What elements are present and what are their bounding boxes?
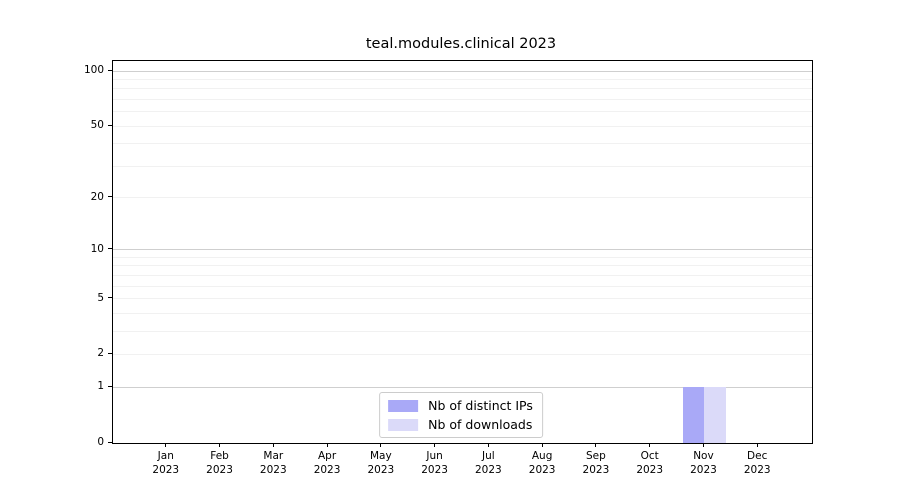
x-tick-mark-may-2023 (380, 443, 382, 447)
gridline-minor-4 (113, 312, 812, 314)
x-tick-mark-jan-2023 (165, 443, 167, 447)
y-tick-mark-1 (108, 385, 112, 387)
gridline-minor-50 (113, 125, 812, 127)
legend-label-downloads: Nb of downloads (428, 417, 533, 432)
bar-nb-of-downloads-nov-2023 (704, 387, 726, 443)
gridline-major-100 (113, 70, 812, 72)
gridline-major-10 (113, 249, 812, 251)
y-tick-mark-20 (108, 196, 112, 198)
y-tick-mark-50 (108, 124, 112, 126)
x-tick-label-dec-2023: Dec 2023 (743, 450, 771, 476)
gridline-minor-6 (113, 285, 812, 287)
x-tick-mark-jul-2023 (487, 443, 489, 447)
x-tick-label-apr-2023: Apr 2023 (313, 450, 341, 476)
y-tick-mark-0 (108, 441, 112, 443)
gridline-minor-30 (113, 165, 812, 167)
gridline-minor-5 (113, 298, 812, 300)
y-tick-label-0: 0 (97, 436, 104, 448)
legend-swatch-distinct-ips (388, 399, 419, 412)
gridline-minor-70 (113, 98, 812, 100)
x-tick-label-jul-2023: Jul 2023 (475, 450, 502, 476)
y-tick-label-2: 2 (97, 347, 104, 360)
x-tick-mark-sep-2023 (595, 443, 597, 447)
y-tick-label-1: 1 (97, 380, 104, 393)
x-tick-label-aug-2023: Aug 2023 (528, 450, 556, 476)
x-tick-mark-nov-2023 (702, 443, 704, 447)
gridline-minor-20 (113, 197, 812, 199)
x-tick-label-may-2023: May 2023 (367, 450, 395, 476)
x-tick-label-sep-2023: Sep 2023 (582, 450, 610, 476)
x-tick-label-oct-2023: Oct 2023 (636, 450, 664, 476)
x-tick-label-mar-2023: Mar 2023 (259, 450, 287, 476)
x-tick-mark-oct-2023 (649, 443, 651, 447)
y-tick-mark-5 (108, 297, 112, 299)
y-tick-label-20: 20 (90, 190, 104, 203)
gridline-minor-80 (113, 88, 812, 90)
y-tick-label-10: 10 (90, 242, 104, 255)
bar-nb-of-distinct-ips-nov-2023 (682, 387, 705, 443)
x-tick-label-feb-2023: Feb 2023 (206, 450, 233, 476)
gridline-minor-9 (113, 256, 812, 258)
y-tick-label-5: 5 (97, 291, 104, 304)
plot-area (112, 60, 813, 444)
gridline-minor-8 (113, 265, 812, 267)
y-tick-label-50: 50 (90, 119, 104, 132)
legend-label-distinct-ips: Nb of distinct IPs (428, 398, 533, 413)
chart-title: teal.modules.clinical 2023 (365, 36, 557, 52)
x-tick-label-jun-2023: Jun 2023 (421, 450, 448, 476)
x-tick-mark-apr-2023 (326, 443, 328, 447)
gridline-minor-60 (113, 111, 812, 113)
y-tick-mark-2 (108, 352, 112, 354)
gridline-major-1 (113, 386, 812, 388)
legend: Nb of distinct IPs Nb of downloads (379, 392, 543, 438)
gridline-minor-2 (113, 353, 812, 355)
legend-item-distinct-ips: Nb of distinct IPs (388, 398, 533, 413)
y-tick-mark-10 (108, 248, 112, 250)
x-tick-label-jan-2023: Jan 2023 (152, 450, 180, 476)
x-tick-label-nov-2023: Nov 2023 (690, 450, 717, 476)
y-tick-label-100: 100 (83, 64, 104, 76)
x-tick-mark-mar-2023 (272, 443, 274, 447)
gridline-minor-3 (113, 330, 812, 332)
y-tick-mark-100 (108, 69, 112, 71)
legend-swatch-downloads (388, 418, 419, 431)
gridline-minor-40 (113, 143, 812, 145)
x-tick-mark-aug-2023 (541, 443, 543, 447)
legend-item-downloads: Nb of downloads (388, 417, 533, 432)
x-tick-mark-dec-2023 (756, 443, 758, 447)
x-tick-mark-feb-2023 (219, 443, 221, 447)
gridline-minor-7 (113, 274, 812, 276)
gridline-minor-90 (113, 78, 812, 80)
x-tick-mark-jun-2023 (434, 443, 436, 447)
